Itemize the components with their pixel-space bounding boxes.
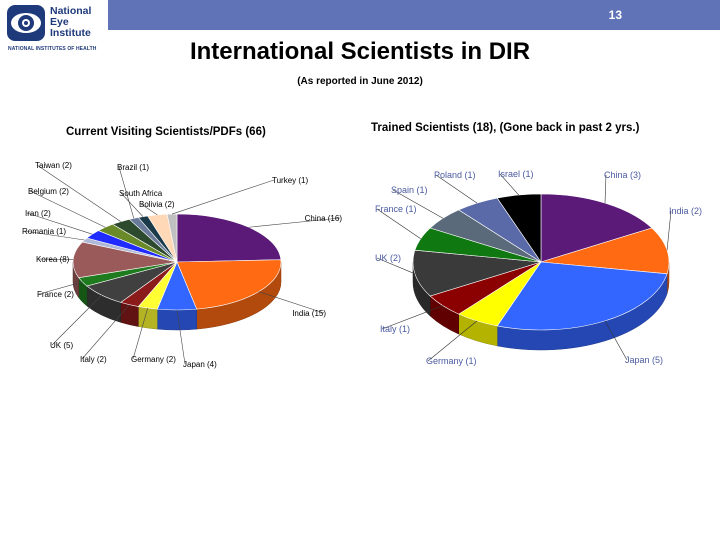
leader-line-6: [38, 281, 83, 295]
slice-label-15: Turkey (1): [272, 176, 308, 185]
slice-label-2: Japan (5): [625, 355, 663, 365]
leader-line-15: [171, 179, 275, 215]
eye-icon: [7, 5, 45, 41]
leader-line-11: [36, 164, 121, 222]
leader-line-5: [51, 294, 102, 346]
pie-slice-1: [540, 227, 670, 275]
slice-label-4: Italy (1): [380, 324, 410, 334]
pie-chart-1: China (3) India (2) Japan (5) Germany (1) It…: [375, 169, 702, 366]
leader-line-5: [376, 257, 416, 275]
slice-label-3: Germany (2): [131, 355, 176, 364]
slice-label-6: France (1): [375, 204, 417, 214]
slice-label-0: China (16): [305, 214, 343, 223]
nei-logo: National Eye Institute NATIONAL INSTITUT…: [6, 4, 106, 56]
slide-number: 13: [608, 8, 622, 22]
slice-label-14: Bolivia (2): [139, 200, 175, 209]
leader-line-3: [427, 320, 478, 362]
slice-label-9: Israel (1): [498, 169, 534, 179]
leader-line-8: [23, 230, 85, 241]
pie-slice-5: [412, 249, 542, 297]
slice-label-10: Belgium (2): [28, 187, 69, 196]
slice-label-8: Romania (1): [22, 227, 66, 236]
leader-line-10: [29, 190, 106, 228]
pie-side-2: [157, 308, 197, 331]
chart-title-trained: Trained Scientists (18), (Gone back in p…: [371, 122, 640, 134]
pie-slice-15: [166, 213, 178, 263]
slice-label-1: India (15): [292, 309, 326, 318]
leader-line-1: [258, 291, 325, 314]
pie-slice-7: [72, 241, 178, 279]
leader-line-8: [435, 174, 478, 204]
slice-label-9: Iran (2): [25, 209, 51, 218]
slice-label-7: Korea (8): [36, 255, 70, 264]
leader-line-7: [37, 258, 74, 261]
leader-line-13: [120, 192, 144, 217]
leader-line-6: [376, 208, 421, 239]
pie-slice-0: [540, 193, 653, 263]
leader-line-2: [176, 309, 186, 365]
leader-line-0: [604, 174, 607, 204]
slice-label-7: Spain (1): [391, 185, 428, 195]
slice-label-13: South Africa: [119, 189, 163, 198]
leader-line-2: [604, 320, 628, 361]
pie-slice-9: [496, 193, 542, 263]
leader-line-14: [140, 203, 158, 216]
logo-line-3: Institute: [50, 27, 91, 39]
slice-label-5: UK (5): [50, 341, 73, 350]
slice-label-4: Italy (2): [80, 355, 107, 364]
pie-slice-0: [176, 213, 282, 263]
page-title: International Scientists in DIR: [189, 38, 531, 65]
slice-label-1: India (2): [669, 206, 702, 216]
leader-line-4: [381, 305, 444, 330]
leader-line-1: [666, 210, 672, 251]
slice-label-5: UK (2): [375, 253, 401, 263]
slice-label-0: China (3): [604, 170, 641, 180]
page-subtitle: (As reported in June 2012): [297, 76, 423, 87]
logo-line-1: National: [50, 5, 92, 17]
leader-line-9: [499, 173, 519, 196]
slice-label-2: Japan (4): [183, 360, 217, 369]
leader-line-0: [248, 217, 341, 228]
leader-line-7: [392, 189, 444, 219]
pie-slice-2: [496, 261, 668, 331]
logo-line-2: Eye: [50, 16, 69, 28]
leader-line-3: [132, 307, 148, 360]
slice-label-6: France (2): [37, 290, 74, 299]
slice-label-11: Taiwan (2): [35, 161, 72, 170]
logo-subtext: NATIONAL INSTITUTES OF HEALTH: [8, 46, 97, 52]
slice-label-3: Germany (1): [426, 356, 477, 366]
slice-label-12: Brazil (1): [117, 163, 149, 172]
header-bar: 13: [108, 0, 720, 30]
leader-line-12: [118, 166, 135, 219]
pie-chart-0: China (16) India (15) Japan (4) Germany (2)…: [22, 161, 342, 369]
slice-label-8: Poland (1): [434, 170, 476, 180]
pie-side-3: [138, 306, 158, 330]
leader-line-9: [26, 212, 93, 235]
leader-line-4: [81, 304, 130, 360]
chart-title-visiting: Current Visiting Scientists/PDFs (66): [66, 126, 266, 138]
